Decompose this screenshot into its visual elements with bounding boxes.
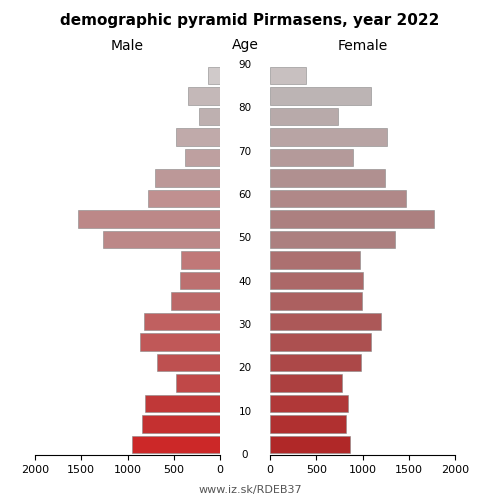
Bar: [142, 416, 220, 433]
Bar: [144, 313, 220, 330]
Bar: [155, 169, 220, 186]
Bar: [270, 231, 395, 248]
Bar: [270, 66, 306, 84]
Text: Female: Female: [338, 38, 388, 52]
Bar: [171, 292, 220, 310]
Bar: [185, 148, 220, 166]
Bar: [270, 87, 371, 104]
Bar: [270, 272, 364, 289]
Text: Male: Male: [111, 38, 144, 52]
Bar: [145, 395, 220, 412]
Text: 80: 80: [238, 104, 252, 114]
Bar: [270, 334, 371, 351]
Text: 20: 20: [238, 364, 252, 374]
Bar: [270, 108, 338, 125]
Bar: [188, 87, 220, 104]
Bar: [208, 66, 220, 84]
Text: 90: 90: [238, 60, 252, 70]
Bar: [270, 436, 350, 454]
Bar: [157, 354, 220, 372]
Text: 40: 40: [238, 276, 252, 286]
Bar: [270, 148, 353, 166]
Bar: [181, 252, 220, 268]
Bar: [270, 416, 346, 433]
Text: 0: 0: [242, 450, 248, 460]
Text: 10: 10: [238, 406, 252, 416]
Bar: [176, 374, 220, 392]
Text: www.iz.sk/RDEB37: www.iz.sk/RDEB37: [198, 485, 302, 495]
Text: 30: 30: [238, 320, 252, 330]
Text: 50: 50: [238, 234, 252, 243]
Bar: [270, 313, 381, 330]
Bar: [148, 190, 220, 207]
Bar: [270, 169, 384, 186]
Bar: [140, 334, 220, 351]
Bar: [180, 272, 220, 289]
Bar: [270, 190, 406, 207]
Text: 60: 60: [238, 190, 252, 200]
Bar: [270, 128, 388, 146]
Bar: [270, 354, 360, 372]
Bar: [198, 108, 220, 125]
Bar: [270, 374, 342, 392]
Bar: [176, 128, 220, 146]
Bar: [270, 292, 362, 310]
Text: 70: 70: [238, 146, 252, 156]
Bar: [132, 436, 220, 454]
Text: Age: Age: [232, 38, 258, 52]
Text: demographic pyramid Pirmasens, year 2022: demographic pyramid Pirmasens, year 2022: [60, 12, 440, 28]
Bar: [270, 252, 360, 268]
Bar: [270, 210, 434, 228]
Bar: [102, 231, 220, 248]
Bar: [78, 210, 220, 228]
Bar: [270, 395, 347, 412]
